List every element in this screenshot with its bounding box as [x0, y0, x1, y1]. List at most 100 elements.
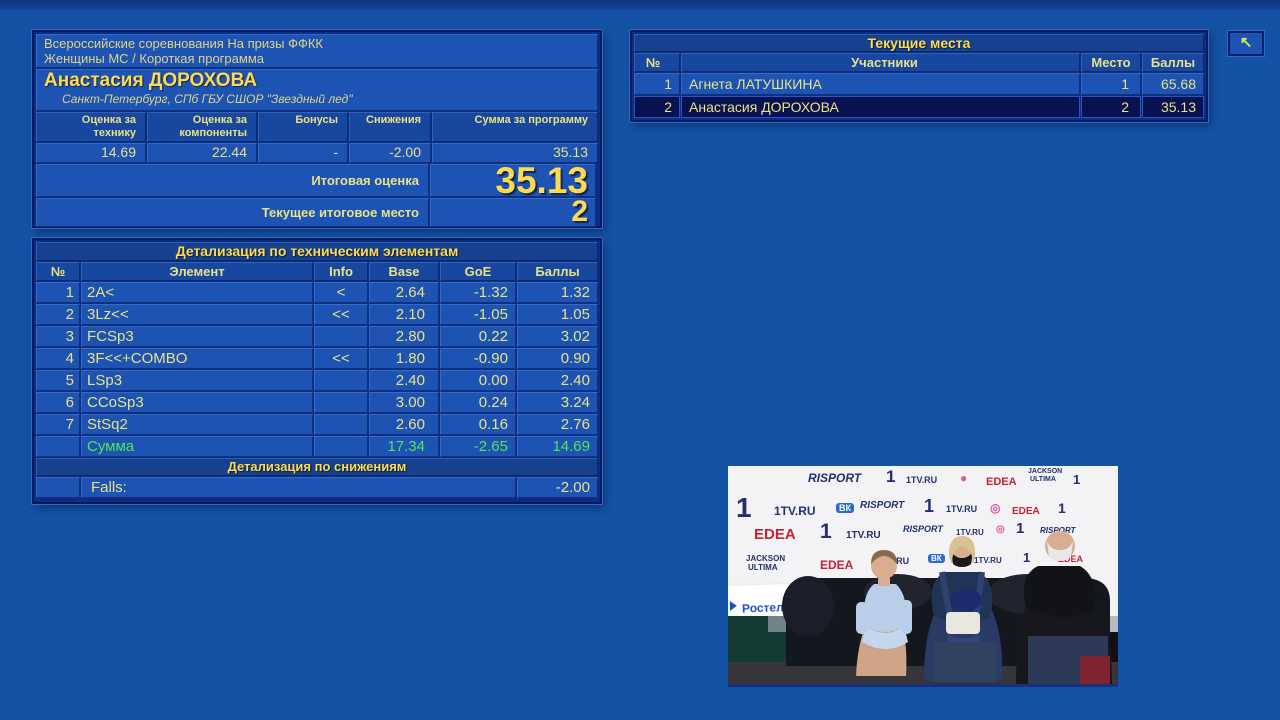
summary-header-0: Оценка за технику	[36, 112, 146, 142]
element-name: StSq2	[81, 414, 313, 435]
sum-points: 14.69	[517, 436, 598, 457]
sponsor-logo: RISPORT	[1040, 526, 1076, 535]
sponsor-logo: 1TV.RU	[906, 475, 938, 485]
standings-col-points: Баллы	[1142, 53, 1204, 72]
sum-goe: -2.65	[440, 436, 516, 457]
coach-figure	[924, 536, 1003, 682]
element-base: 2.10	[369, 304, 439, 325]
sponsor-logo: EDEA	[820, 558, 854, 572]
element-points: 0.90	[517, 348, 598, 369]
restore-arrow-button[interactable]: ↖	[1228, 31, 1264, 56]
standings-col-place: Место	[1081, 53, 1141, 72]
element-row: 5 LSp3 2.40 0.00 2.40	[36, 370, 598, 391]
element-info	[314, 370, 368, 391]
man-figure	[1016, 531, 1112, 684]
element-name: LSp3	[81, 370, 313, 391]
skater-figure	[856, 550, 912, 676]
deduction-num	[36, 477, 80, 498]
skater-block: Анастасия ДОРОХОВА Санкт-Петербург, СПб …	[36, 69, 598, 111]
technical-details-panel: Детализация по техническим элементам № Эл…	[32, 238, 602, 504]
element-goe: -1.05	[440, 304, 516, 325]
current-place-row: Текущее итоговое место 2	[36, 198, 598, 227]
summary-header-2: Бонусы	[258, 112, 348, 142]
sponsor-logo: 1	[1058, 500, 1066, 516]
standings-header-row: № Участники Место Баллы	[634, 53, 1204, 72]
summary-value-3: -2.00	[349, 143, 431, 163]
details-col-2: Info	[314, 262, 368, 281]
sponsor-logo: 1	[1023, 550, 1031, 565]
summary-header-4: Сумма за программу	[432, 112, 598, 142]
sponsor-logo: RISPORT	[903, 524, 943, 534]
sponsor-logo: RISPORT	[808, 471, 862, 485]
element-goe: -0.90	[440, 348, 516, 369]
sponsor-logo: ◎	[990, 501, 1001, 515]
element-points: 1.05	[517, 304, 598, 325]
sponsor-logo: JACKSON	[1028, 468, 1063, 475]
deduction-label: Falls:	[81, 477, 516, 498]
sponsor-logo: ◎	[996, 524, 1005, 535]
standings-rows: 1 Агнета ЛАТУШКИНА 1 65.68 2 Анастасия ДОРОХО…	[634, 73, 1204, 118]
sponsor-logo: 1TV.RU	[774, 504, 816, 518]
deduction-value: -2.00	[517, 477, 598, 498]
kiss-and-cry-video: RISPORT 1 1TV.RU ● EDEA JACKSON ULTIMA 1 1 1TV.RU…	[728, 466, 1118, 687]
element-base: 2.64	[369, 282, 439, 303]
element-name: 3F<<+COMBO	[81, 348, 313, 369]
sponsor-logo: 1	[924, 496, 935, 516]
sponsor-logo: 1	[736, 492, 752, 523]
details-header-row: № Элемент Info Base GoE Баллы	[36, 262, 598, 281]
element-name: 2A<	[81, 282, 313, 303]
sponsor-logo: RISPORT	[860, 500, 905, 511]
element-info: <	[314, 282, 368, 303]
element-info: <<	[314, 304, 368, 325]
element-row: 6 CCoSp3 3.00 0.24 3.24	[36, 392, 598, 413]
details-col-3: Base	[369, 262, 439, 281]
deduction-row: Falls: -2.00	[36, 477, 598, 498]
sponsor-logo: 1TV.RU	[974, 556, 1002, 565]
summary-value-4: 35.13	[432, 143, 598, 163]
element-info	[314, 414, 368, 435]
details-col-4: GoE	[440, 262, 516, 281]
element-points: 1.32	[517, 282, 598, 303]
summary-header-1: Оценка за компоненты	[147, 112, 257, 142]
element-goe: 0.22	[440, 326, 516, 347]
element-rows: 1 2A< <2.64 -1.32 1.32 2 3Lz<< << 2.10 -1.05 1.05 3…	[36, 282, 598, 435]
element-num: 6	[36, 392, 80, 413]
element-info	[314, 392, 368, 413]
element-goe: 0.16	[440, 414, 516, 435]
element-info	[314, 326, 368, 347]
sponsor-logo: ВК	[836, 503, 854, 513]
element-num: 5	[36, 370, 80, 391]
summary-value-2: -	[258, 143, 348, 163]
element-base: 2.60	[369, 414, 439, 435]
element-num: 7	[36, 414, 80, 435]
summary-header-3: Снижения	[349, 112, 431, 142]
total-score-row: Итоговая оценка 35.13	[36, 164, 598, 197]
current-place-label: Текущее итоговое место	[36, 198, 429, 227]
standings-points: 35.13	[1142, 96, 1204, 118]
summary-value-0: 14.69	[36, 143, 146, 163]
standings-num: 2	[634, 96, 680, 118]
element-points: 3.24	[517, 392, 598, 413]
element-num: 4	[36, 348, 80, 369]
sponsor-logo: JACKSON	[746, 554, 786, 563]
sponsor-logo: ULTIMA	[1030, 476, 1056, 483]
element-num: 1	[36, 282, 80, 303]
competition-title: Всероссийские соревнования На призы ФФКК	[44, 36, 323, 51]
sponsor-logo: EDEA	[1012, 506, 1040, 517]
sponsor-logo: ВК	[928, 554, 945, 563]
standings-row[interactable]: 2 Анастасия ДОРОХОВА 2 35.13	[634, 96, 1204, 118]
sponsor-wall: RISPORT 1 1TV.RU ● EDEA JACKSON ULTIMA 1 1 1TV.RU…	[728, 466, 1118, 632]
competition-segment: Женщины МС / Короткая программа	[44, 51, 264, 66]
element-name: 3Lz<<	[81, 304, 313, 325]
sponsor-logo: 1	[1073, 472, 1081, 487]
element-num: 2	[36, 304, 80, 325]
standings-points: 65.68	[1142, 73, 1204, 95]
element-points: 2.76	[517, 414, 598, 435]
standings-row[interactable]: 1 Агнета ЛАТУШКИНА 1 65.68	[634, 73, 1204, 95]
couch-arm-left	[782, 576, 834, 636]
standings-name: Агнета ЛАТУШКИНА	[681, 73, 1080, 95]
kiss-and-cry-scene	[728, 531, 1118, 684]
skater-name: Анастасия ДОРОХОВА	[44, 70, 258, 91]
